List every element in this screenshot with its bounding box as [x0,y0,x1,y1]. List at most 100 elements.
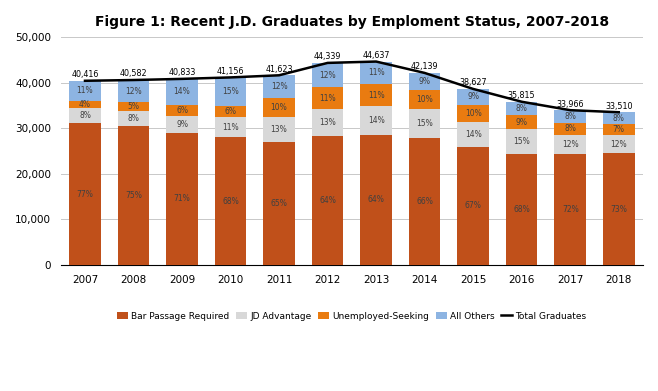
Bar [166,79,198,105]
Text: 15%: 15% [513,137,530,146]
Bar [555,110,586,122]
Bar [555,135,586,154]
Text: 65%: 65% [270,199,288,208]
Bar [118,102,149,111]
Text: 11%: 11% [368,68,384,77]
Bar [361,84,392,106]
Bar [215,106,246,117]
Legend: Bar Passage Required, JD Advantage, Unemployed-Seeking, All Others, Total Gradua: Bar Passage Required, JD Advantage, Unem… [113,308,590,324]
Text: 40,582: 40,582 [120,70,147,79]
Text: 8%: 8% [613,114,624,123]
Bar [361,135,392,265]
Text: 13%: 13% [319,118,336,127]
Bar [603,135,634,154]
Text: 6%: 6% [224,107,237,116]
Bar [69,101,101,108]
Total Graduates [469,86,477,91]
Bar [506,154,538,265]
Text: 73%: 73% [611,205,627,214]
Text: 8%: 8% [565,112,576,121]
Bar [457,147,489,265]
Text: 5%: 5% [128,102,139,111]
Total Graduates [372,59,380,64]
Bar [361,61,392,84]
Text: 7%: 7% [613,125,624,134]
Text: 44,339: 44,339 [314,52,342,61]
Bar [118,111,149,126]
Bar [506,129,538,154]
Bar [457,89,489,105]
Bar [215,77,246,106]
Bar [409,73,440,90]
Text: 14%: 14% [465,130,482,139]
Total Graduates [518,99,526,104]
Bar [215,137,246,265]
Total Graduates [226,75,234,80]
Text: 6%: 6% [176,106,188,115]
Text: 9%: 9% [176,120,188,129]
Bar [69,108,101,123]
Text: 9%: 9% [467,92,479,101]
Text: 12%: 12% [125,87,142,96]
Text: 11%: 11% [319,94,336,103]
Bar [312,87,343,109]
Text: 8%: 8% [516,104,528,113]
Text: 12%: 12% [270,82,288,91]
Text: 12%: 12% [611,140,627,149]
Bar [409,90,440,109]
Text: 41,156: 41,156 [216,67,244,76]
Text: 11%: 11% [77,86,93,95]
Text: 64%: 64% [368,196,384,204]
Bar [263,117,295,142]
Bar [118,126,149,265]
Bar [506,102,538,115]
Total Graduates [420,71,428,75]
Total Graduates [324,61,332,65]
Total Graduates [567,108,574,113]
Bar [166,133,198,265]
Total Graduates [81,79,89,83]
Text: 9%: 9% [516,118,528,127]
Text: 10%: 10% [417,95,433,104]
Bar [312,63,343,87]
Text: 33,510: 33,510 [605,102,632,111]
Text: 35,815: 35,815 [508,91,536,100]
Bar [215,117,246,137]
Bar [506,115,538,129]
Text: 67%: 67% [465,201,482,210]
Bar [263,98,295,117]
Text: 41,623: 41,623 [265,65,293,74]
Text: 8%: 8% [79,111,91,120]
Text: 33,966: 33,966 [557,100,584,109]
Total Graduates [615,110,622,115]
Text: 13%: 13% [270,125,288,134]
Bar [312,109,343,136]
Bar [263,142,295,265]
Text: 38,627: 38,627 [459,78,487,87]
Total Graduates [130,78,138,83]
Text: 8%: 8% [128,114,139,123]
Text: 14%: 14% [368,116,384,125]
Bar [312,136,343,265]
Text: 4%: 4% [79,100,91,109]
Bar [457,105,489,122]
Text: 77%: 77% [76,190,93,199]
Text: 10%: 10% [270,103,288,112]
Bar [263,75,295,98]
Text: 66%: 66% [417,197,433,206]
Bar [166,116,198,133]
Bar [555,122,586,135]
Bar [457,122,489,147]
Bar [361,106,392,135]
Bar [603,112,634,124]
Text: 10%: 10% [465,109,482,118]
Text: 44,637: 44,637 [363,51,390,60]
Text: 9%: 9% [418,77,430,86]
Text: 40,833: 40,833 [168,68,195,77]
Text: 12%: 12% [562,140,578,149]
Bar [118,80,149,102]
Text: 68%: 68% [222,197,239,206]
Bar [409,109,440,138]
Text: 12%: 12% [319,70,336,79]
Total Graduates [275,73,283,78]
